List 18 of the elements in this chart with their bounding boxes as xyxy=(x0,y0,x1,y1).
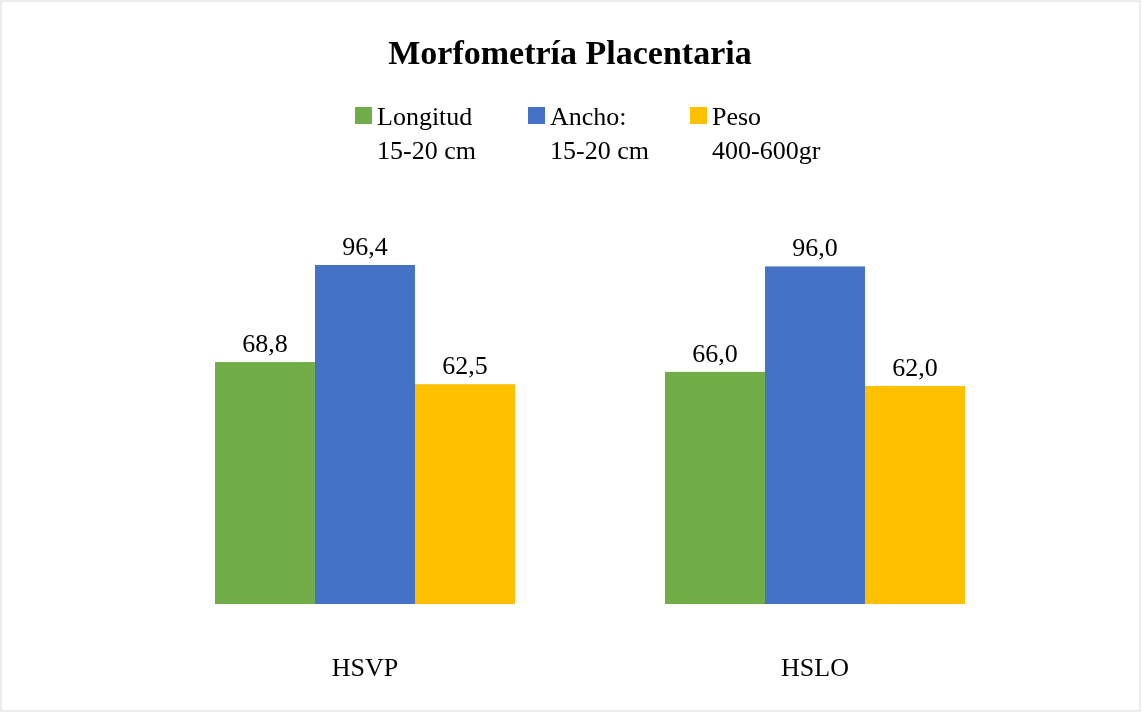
data-label: 62,5 xyxy=(442,351,488,381)
bar xyxy=(315,265,415,604)
bar xyxy=(865,385,965,604)
data-label: 66,0 xyxy=(692,338,738,368)
x-tick-label: HSVP xyxy=(331,653,399,682)
data-label: 96,4 xyxy=(342,232,388,261)
legend-label: Ancho: 15-20 cm xyxy=(550,102,649,165)
bar xyxy=(665,371,765,604)
data-label: 62,0 xyxy=(892,352,938,382)
bar xyxy=(415,384,515,604)
bar xyxy=(765,266,865,604)
x-tick-label: HSLO xyxy=(781,653,849,682)
data-label: 68,8 xyxy=(242,329,288,359)
data-label: 96,0 xyxy=(792,233,838,263)
chart-title: Morfometría Placentaria xyxy=(388,34,752,71)
legend-label: Longitud 15-20 cm xyxy=(377,102,476,165)
legend-label: Peso 400-600gr xyxy=(712,102,821,165)
bar xyxy=(215,362,315,604)
